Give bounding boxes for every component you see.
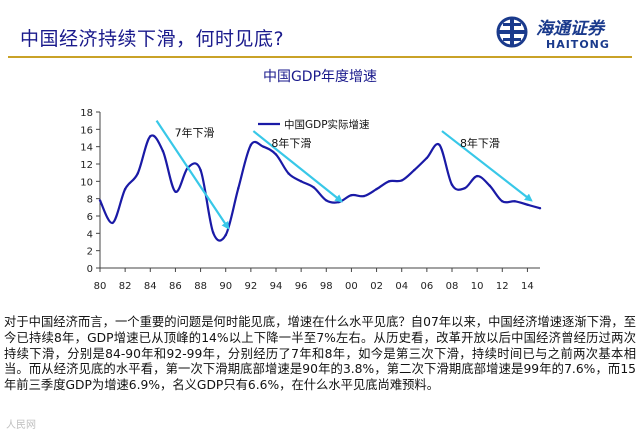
decline-label: 8年下滑 bbox=[460, 136, 500, 150]
logo-english-name: HAITONG bbox=[546, 38, 610, 51]
data-point bbox=[299, 180, 303, 183]
y-tick-label: 0 bbox=[87, 264, 93, 275]
data-point bbox=[274, 153, 278, 156]
x-tick-label: 88 bbox=[194, 281, 207, 292]
data-point bbox=[488, 184, 491, 187]
y-tick-label: 2 bbox=[87, 247, 93, 258]
haitong-logo: 海通证券 HAITONG bbox=[494, 12, 634, 56]
data-point bbox=[237, 187, 240, 190]
x-tick-label: 04 bbox=[395, 281, 408, 292]
data-point bbox=[161, 149, 165, 153]
y-tick-label: 12 bbox=[80, 160, 93, 171]
x-tick-label: 06 bbox=[420, 281, 433, 292]
series-line-gdp-growth bbox=[99, 134, 541, 242]
data-point bbox=[174, 190, 177, 193]
haitong-logo-icon bbox=[496, 16, 528, 48]
data-point bbox=[475, 174, 479, 178]
y-tick-label: 14 bbox=[80, 143, 93, 154]
decline-arrow bbox=[252, 130, 343, 203]
y-tick-label: 6 bbox=[87, 212, 93, 223]
y-tick-label: 18 bbox=[80, 108, 93, 119]
data-point bbox=[211, 231, 215, 234]
header-divider bbox=[8, 56, 632, 58]
data-point bbox=[387, 180, 391, 183]
data-point bbox=[199, 168, 202, 172]
decline-arrow bbox=[155, 120, 230, 230]
data-point bbox=[413, 168, 416, 172]
x-tick-label: 96 bbox=[295, 281, 308, 292]
logo-chinese-name: 海通证券 bbox=[536, 19, 604, 39]
data-point bbox=[425, 156, 429, 160]
data-point bbox=[375, 187, 378, 191]
data-point bbox=[362, 194, 366, 198]
chart-title: 中国GDP年度增速 bbox=[262, 69, 378, 85]
y-tick-label: 4 bbox=[87, 229, 93, 240]
decline-label: 8年下滑 bbox=[271, 136, 311, 150]
y-tick-label: 16 bbox=[80, 125, 93, 136]
header: 中国经济持续下滑，何时见底? 海通证券 HAITONG bbox=[0, 0, 640, 62]
data-point bbox=[450, 183, 454, 186]
data-point bbox=[538, 207, 542, 210]
data-point bbox=[400, 179, 403, 182]
data-point bbox=[325, 199, 328, 202]
data-point bbox=[438, 143, 441, 147]
data-point bbox=[249, 143, 253, 147]
legend-label: 中国GDP实际增速 bbox=[284, 118, 370, 131]
data-point bbox=[463, 187, 466, 190]
decline-label: 7年下滑 bbox=[175, 126, 215, 140]
x-tick-label: 94 bbox=[270, 281, 283, 292]
x-tick-label: 14 bbox=[521, 281, 534, 292]
x-tick-label: 12 bbox=[496, 281, 509, 292]
data-point bbox=[98, 199, 102, 202]
data-point bbox=[526, 203, 529, 206]
data-point bbox=[262, 145, 265, 148]
watermark: 人民网 bbox=[6, 420, 36, 431]
x-tick-label: 86 bbox=[169, 281, 182, 292]
x-tick-label: 08 bbox=[446, 281, 459, 292]
data-point bbox=[136, 172, 139, 175]
x-tick-label: 02 bbox=[370, 281, 383, 292]
data-point bbox=[287, 172, 290, 175]
data-point bbox=[350, 194, 353, 197]
x-tick-label: 82 bbox=[119, 281, 132, 292]
decline-arrow bbox=[441, 130, 533, 202]
x-tick-label: 10 bbox=[471, 281, 484, 292]
x-tick-label: 84 bbox=[144, 281, 157, 292]
data-point bbox=[501, 200, 504, 203]
data-point bbox=[111, 221, 114, 225]
data-point bbox=[224, 233, 227, 237]
y-tick-label: 8 bbox=[87, 195, 93, 206]
page-title: 中国经济持续下滑，何时见底? bbox=[20, 28, 285, 50]
x-tick-label: 90 bbox=[219, 281, 232, 292]
x-tick-label: 00 bbox=[345, 281, 358, 292]
x-tick-label: 98 bbox=[320, 281, 333, 292]
analysis-paragraph: 对于中国经济而言，一个重要的问题是何时能见底，增速在什么水平见底？自07年以来，… bbox=[4, 315, 636, 393]
data-point bbox=[312, 186, 315, 189]
x-tick-label: 80 bbox=[94, 281, 107, 292]
data-point bbox=[123, 187, 127, 191]
x-tick-label: 92 bbox=[244, 281, 257, 292]
data-point bbox=[513, 200, 517, 203]
y-tick-label: 10 bbox=[80, 177, 93, 188]
data-point bbox=[149, 135, 152, 138]
